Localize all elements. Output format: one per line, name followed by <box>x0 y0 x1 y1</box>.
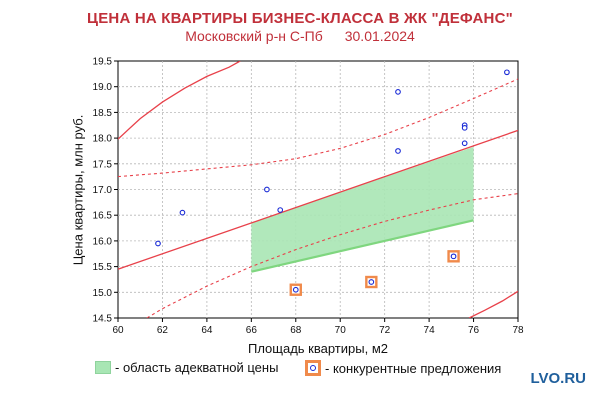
legend-competitor-label: - конкурентные предложения <box>325 360 502 376</box>
y-tick-label: 15.0 <box>93 288 113 299</box>
legend-competitor: - конкурентные предложения <box>305 360 501 376</box>
subtitle-place: Московский р-н С-Пб <box>185 28 323 44</box>
x-tick-label: 74 <box>424 325 436 336</box>
y-tick-label: 17.5 <box>93 159 113 170</box>
upper-prediction-line <box>118 61 241 140</box>
y-axis-ticks: 14.5 15.0 15.5 16.0 16.5 17.0 17.5 18.0 18.5 19.0… <box>93 57 118 325</box>
legend-adequate-label: - область адекватной цены <box>115 360 279 375</box>
regression-lines <box>118 61 518 318</box>
data-point <box>395 88 401 95</box>
chart-title: ЦЕНА НА КВАРТИРЫ БИЗНЕС-КЛАССА В ЖК "ДЕФ… <box>87 10 513 27</box>
data-points <box>155 69 510 296</box>
watermark-logo: LVO.RU <box>530 370 586 387</box>
x-tick-label: 78 <box>512 325 524 336</box>
x-tick-label: 72 <box>379 325 391 336</box>
x-tick-label: 68 <box>290 325 302 336</box>
lower-confidence-line <box>146 193 518 318</box>
x-tick-label: 60 <box>112 325 124 336</box>
data-point <box>461 124 468 131</box>
data-point <box>179 209 186 216</box>
chart-subtitle: Московский р-н С-Пб 30.01.2024 <box>0 28 600 44</box>
legend-adequate-swatch <box>95 361 111 374</box>
y-tick-label: 16.0 <box>93 236 113 247</box>
y-tick-label: 18.5 <box>93 108 113 119</box>
y-tick-label: 18.0 <box>93 134 113 145</box>
x-axis-label: Площадь квартиры, м2 <box>247 341 388 356</box>
data-point <box>395 148 401 154</box>
x-tick-label: 62 <box>157 325 169 336</box>
y-tick-label: 17.0 <box>93 185 113 196</box>
adequate-band-area <box>251 146 474 272</box>
data-point <box>461 140 468 147</box>
upper-confidence-line <box>118 78 518 178</box>
y-axis-label: Цена квартиры, млн руб. <box>70 114 86 266</box>
data-point <box>155 240 161 247</box>
y-tick-label: 14.5 <box>93 314 113 325</box>
competitor-point <box>292 286 299 293</box>
x-tick-label: 66 <box>246 325 258 336</box>
data-point <box>277 207 284 213</box>
x-tick-label: 70 <box>335 325 347 336</box>
adequate-band-lower-edge <box>251 219 474 273</box>
y-tick-label: 19.5 <box>93 57 113 68</box>
lower-prediction-line <box>468 290 518 318</box>
legend-adequate: - область адекватной цены <box>95 360 278 375</box>
subtitle-date: 30.01.2024 <box>344 28 415 44</box>
x-tick-label: 64 <box>201 325 213 336</box>
legend-competitor-swatch <box>305 360 321 376</box>
y-tick-label: 19.0 <box>93 82 113 93</box>
y-tick-label: 15.5 <box>93 262 113 273</box>
competitor-point <box>368 279 375 285</box>
competitor-point <box>450 253 457 260</box>
x-axis-ticks: 60 62 64 66 68 70 72 74 76 78 <box>112 318 524 336</box>
x-tick-label: 76 <box>468 325 480 336</box>
regression-line <box>118 129 518 270</box>
y-tick-label: 16.5 <box>93 211 113 222</box>
adequate-price-band <box>251 146 474 273</box>
data-point <box>504 69 510 76</box>
data-point <box>264 186 270 193</box>
